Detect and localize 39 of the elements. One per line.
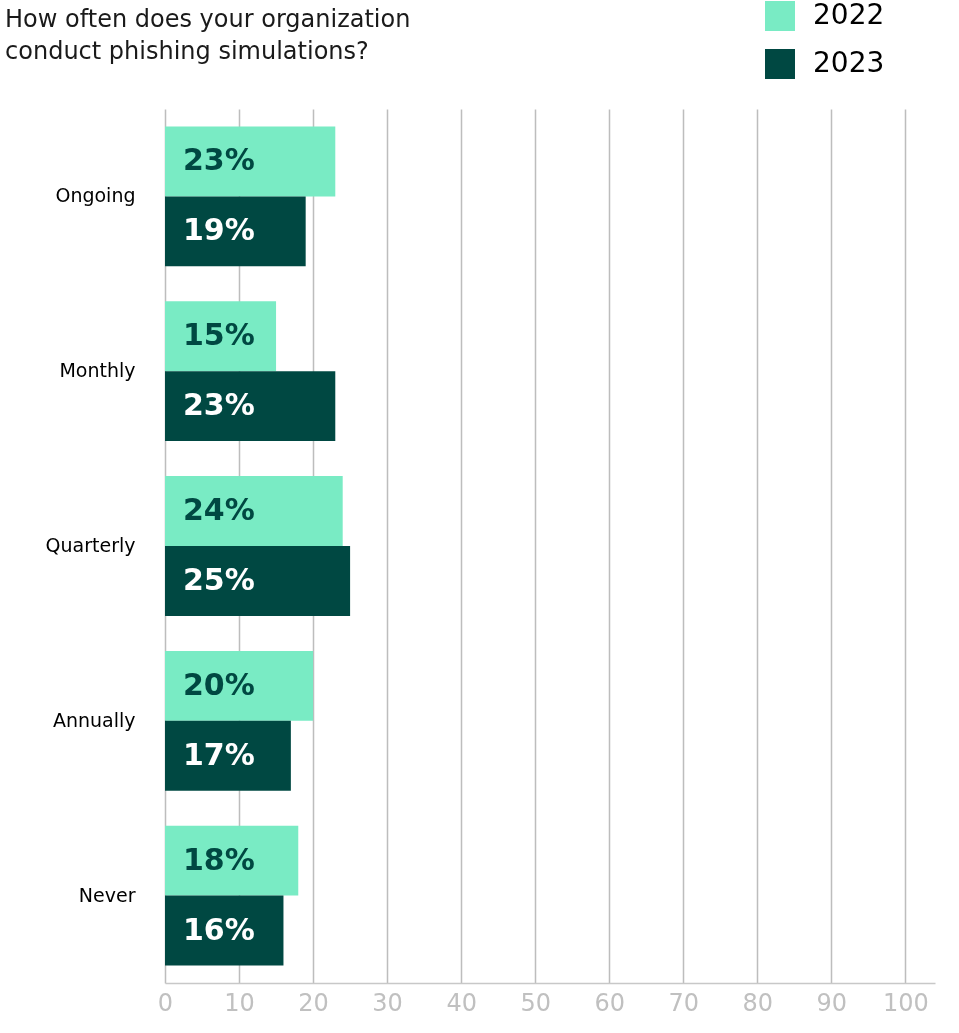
bar xyxy=(165,546,351,616)
x-tick-label: 90 xyxy=(816,988,848,1017)
x-tick-label: 100 xyxy=(882,988,929,1017)
y-tick-label: Quarterly xyxy=(45,534,136,556)
data-label: 25% xyxy=(183,561,255,597)
bar xyxy=(165,895,284,966)
bar xyxy=(165,825,299,896)
x-tick-label: 30 xyxy=(372,988,403,1017)
data-label: 23% xyxy=(183,387,255,423)
x-tick-label: 80 xyxy=(742,988,774,1017)
legend-label: 2023 xyxy=(813,46,885,79)
bar xyxy=(165,720,291,791)
data-label: 19% xyxy=(183,212,255,248)
bar xyxy=(165,371,336,442)
data-label: 24% xyxy=(183,492,255,528)
data-label: 23% xyxy=(183,142,255,178)
y-tick-label: Annually xyxy=(52,708,136,731)
x-tick-label: 10 xyxy=(224,988,255,1017)
bar xyxy=(165,650,314,721)
data-label: 15% xyxy=(183,317,255,353)
bar xyxy=(165,126,336,197)
data-label: 18% xyxy=(183,841,255,877)
x-tick-label: 40 xyxy=(446,988,477,1017)
bar xyxy=(165,301,277,372)
x-tick-label: 20 xyxy=(298,988,329,1017)
legend-label: 2022 xyxy=(813,0,885,31)
y-tick-label: Never xyxy=(78,883,136,906)
x-tick-label: 70 xyxy=(668,988,700,1017)
y-tick-label: Monthly xyxy=(59,359,136,382)
x-tick-label: 50 xyxy=(520,988,551,1017)
data-label: 16% xyxy=(183,911,255,947)
data-label: 17% xyxy=(183,736,255,772)
bar xyxy=(165,476,343,546)
x-tick-label: 0 xyxy=(157,988,174,1017)
y-tick-label: Ongoing xyxy=(55,184,136,207)
x-tick-label: 60 xyxy=(594,988,625,1017)
bar xyxy=(165,196,306,267)
chart-title: How often does your organization conduct phishing simulations? xyxy=(5,5,411,65)
data-label: 20% xyxy=(183,666,255,702)
